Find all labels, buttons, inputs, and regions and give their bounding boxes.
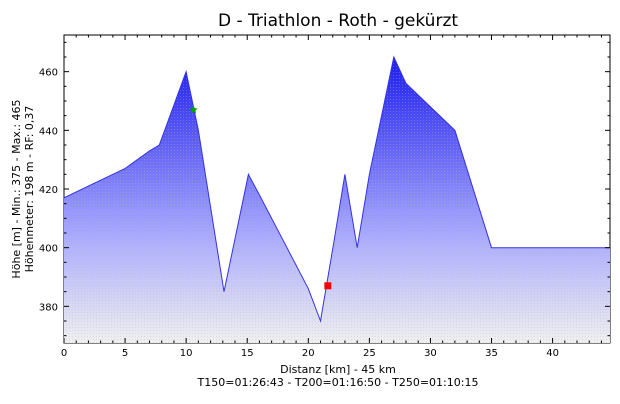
y-tick-label: 460 [39,68,58,79]
x-tick-label: 15 [241,348,254,359]
x-tick-label: 20 [302,348,315,359]
x-tick-label: 30 [424,348,437,359]
x-tick-label: 35 [485,348,498,359]
finish-marker-square [324,282,331,289]
y-tick-label: 380 [39,302,58,313]
x-tick-label: 40 [546,348,559,359]
x-tick-label: 25 [363,348,376,359]
x-tick-label: 5 [122,348,128,359]
y-tick-label: 420 [39,185,58,196]
y-axis-sublabel: Höhenmeter: 198 m - RF: 0,37 [23,106,36,273]
x-axis-sublabel: T150=01:26:43 - T200=01:16:50 - T250=01:… [197,376,479,389]
chart-title: D - Triathlon - Roth - gekürzt [218,11,458,31]
x-tick-label: 10 [180,348,193,359]
x-axis-label: Distanz [km] - 45 km [280,363,396,376]
y-tick-label: 440 [39,126,58,137]
x-tick-label: 0 [61,348,67,359]
y-axis-label: Höhe [m] - Min.: 375 - Max.: 465 [10,99,23,278]
y-tick-label: 400 [39,244,58,255]
